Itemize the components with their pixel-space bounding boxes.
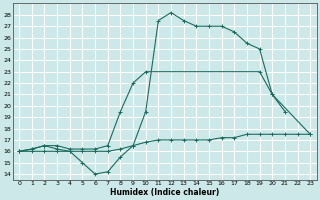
X-axis label: Humidex (Indice chaleur): Humidex (Indice chaleur)	[110, 188, 219, 197]
